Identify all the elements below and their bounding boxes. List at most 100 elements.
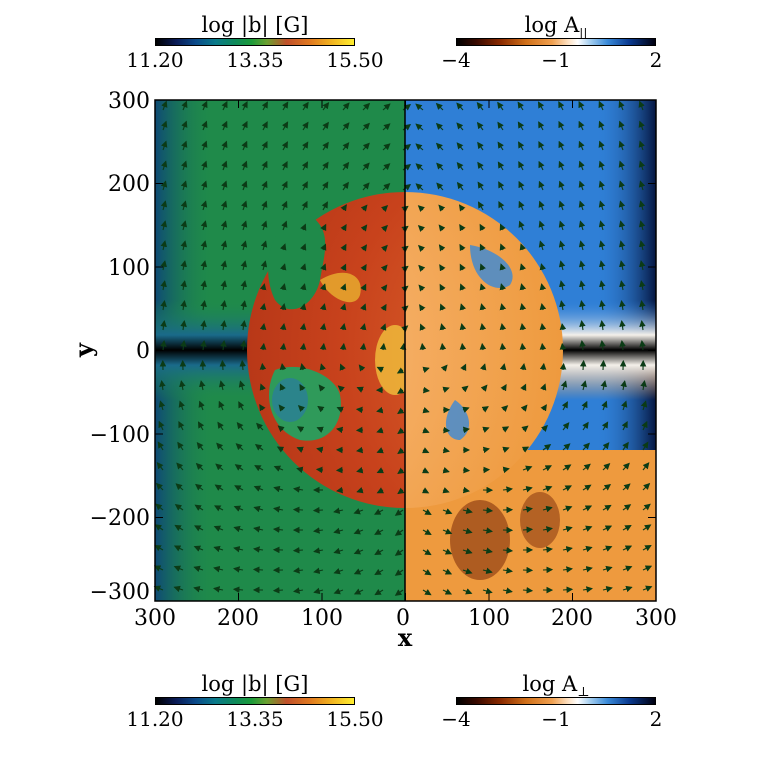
field-arrow bbox=[422, 386, 430, 394]
field-arrow bbox=[462, 507, 473, 515]
field-arrow bbox=[462, 568, 473, 575]
x-tick-label: 100 bbox=[301, 606, 343, 631]
field-arrow bbox=[519, 303, 527, 311]
field-arrow bbox=[220, 200, 228, 211]
field-arrow bbox=[336, 406, 344, 413]
field-arrow bbox=[360, 263, 367, 272]
field-arrow bbox=[293, 486, 304, 493]
field-arrow bbox=[522, 465, 533, 472]
field-arrow bbox=[558, 260, 566, 271]
field-arrow bbox=[642, 565, 653, 572]
field-arrow bbox=[339, 323, 347, 331]
field-arrow bbox=[220, 300, 227, 311]
field-arrow bbox=[518, 180, 525, 191]
field-arrow bbox=[382, 143, 391, 151]
field-arrow bbox=[539, 342, 547, 351]
field-arrow bbox=[322, 102, 330, 111]
field-arrow bbox=[201, 140, 208, 151]
field-arrow bbox=[292, 506, 304, 514]
field-arrow bbox=[582, 463, 591, 471]
field-arrow bbox=[239, 359, 246, 371]
field-arrow bbox=[374, 528, 384, 535]
colorbar-gradient bbox=[456, 697, 656, 705]
field-arrow bbox=[221, 160, 228, 171]
field-arrow bbox=[599, 300, 606, 311]
field-arrow bbox=[538, 141, 545, 151]
field-arrow bbox=[621, 421, 628, 431]
field-arrow bbox=[399, 342, 407, 351]
field-arrow bbox=[602, 483, 612, 491]
field-arrow bbox=[179, 380, 186, 391]
field-arrow bbox=[240, 300, 247, 311]
field-arrow bbox=[397, 387, 405, 394]
field-arrow bbox=[259, 323, 267, 331]
field-arrow bbox=[415, 183, 424, 191]
field-arrow bbox=[542, 526, 553, 533]
field-arrow bbox=[519, 342, 527, 351]
field-arrow bbox=[638, 160, 646, 171]
y-tick-label: 0 bbox=[136, 339, 150, 364]
field-arrow bbox=[360, 224, 368, 232]
field-arrow bbox=[360, 303, 367, 311]
field-arrow bbox=[259, 283, 267, 291]
field-arrow bbox=[522, 526, 534, 534]
field-arrow bbox=[253, 505, 264, 513]
field-arrow bbox=[180, 280, 187, 291]
field-arrow bbox=[519, 243, 526, 251]
field-arrow bbox=[559, 300, 566, 311]
field-arrow bbox=[497, 121, 504, 131]
field-arrow bbox=[353, 528, 364, 535]
field-arrow bbox=[281, 161, 288, 171]
field-arrow bbox=[538, 240, 546, 251]
field-arrow bbox=[174, 524, 184, 532]
field-arrow bbox=[477, 161, 484, 171]
colorbar-tick: 11.20 bbox=[126, 707, 184, 731]
field-arrow bbox=[299, 283, 307, 291]
field-arrow bbox=[562, 485, 572, 492]
field-arrow bbox=[382, 103, 391, 111]
x-tick-label: 200 bbox=[551, 606, 593, 631]
field-arrow bbox=[397, 427, 405, 435]
field-arrow bbox=[173, 565, 184, 572]
field-arrow bbox=[442, 568, 453, 575]
field-arrow bbox=[241, 200, 248, 211]
field-arrow bbox=[622, 565, 633, 572]
field-arrow bbox=[560, 380, 568, 391]
field-arrow bbox=[253, 526, 264, 533]
field-arrow bbox=[598, 160, 605, 171]
field-arrow bbox=[602, 585, 613, 593]
field-arrow bbox=[261, 160, 268, 171]
field-arrow bbox=[559, 280, 566, 291]
field-arrow bbox=[602, 504, 612, 512]
field-arrow bbox=[193, 585, 204, 593]
x-tick-label: 300 bbox=[134, 606, 176, 631]
field-arrow bbox=[498, 201, 505, 211]
field-arrow bbox=[618, 100, 625, 111]
field-arrow bbox=[381, 205, 389, 213]
colorbar-tick: −4 bbox=[441, 48, 471, 72]
field-arrow bbox=[618, 220, 626, 231]
field-arrow bbox=[322, 141, 329, 151]
colorbar-tick: 15.50 bbox=[326, 48, 384, 72]
field-arrow bbox=[479, 363, 487, 371]
field-arrow bbox=[296, 466, 304, 474]
field-arrow bbox=[639, 260, 646, 271]
field-arrow bbox=[241, 140, 248, 151]
field-arrow bbox=[201, 100, 208, 111]
field-arrow bbox=[435, 122, 444, 131]
field-arrow bbox=[320, 263, 327, 271]
field-arrow bbox=[642, 462, 650, 471]
field-arrow bbox=[618, 180, 626, 191]
field-arrow bbox=[300, 223, 307, 231]
field-arrow bbox=[200, 340, 207, 351]
field-arrow bbox=[415, 163, 424, 171]
colorbar-tick: −1 bbox=[541, 48, 571, 72]
field-arrow bbox=[261, 200, 268, 211]
field-arrow bbox=[638, 140, 645, 151]
field-arrow bbox=[232, 586, 244, 593]
x-tick-label: 0 bbox=[396, 606, 410, 631]
field-arrow bbox=[160, 180, 168, 191]
field-arrow bbox=[477, 201, 485, 211]
field-arrow bbox=[319, 303, 327, 311]
field-arrow bbox=[579, 359, 587, 371]
